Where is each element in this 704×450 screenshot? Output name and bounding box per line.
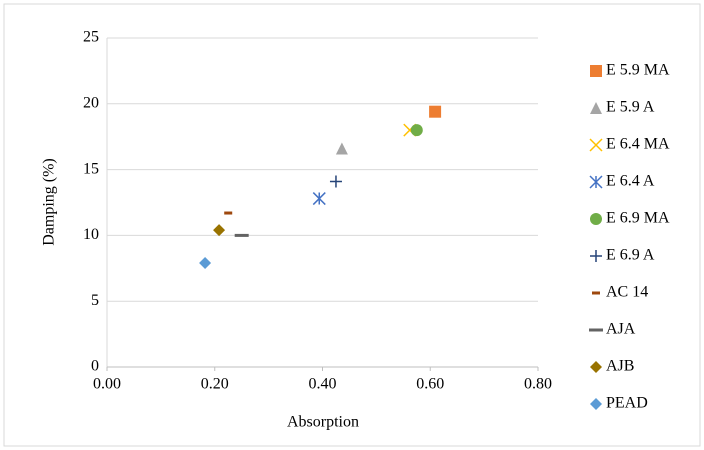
point xyxy=(429,105,442,118)
legend-marker xyxy=(590,65,602,77)
chart-border xyxy=(3,3,701,447)
legend-label: PEAD xyxy=(606,395,648,412)
y-tick-label: 25 xyxy=(83,29,99,46)
legend-marker xyxy=(590,102,602,114)
legend-label: E 6.4 A xyxy=(606,173,655,190)
point xyxy=(329,175,342,188)
legend-marker xyxy=(589,328,603,332)
legend-label: E 5.9 A xyxy=(606,99,655,116)
point xyxy=(234,233,249,237)
point xyxy=(312,192,326,206)
point xyxy=(224,211,233,215)
point xyxy=(199,257,212,270)
legend-label: AJB xyxy=(606,358,634,375)
y-tick-label: 20 xyxy=(83,94,99,111)
legend-marker xyxy=(590,213,602,225)
legend-marker xyxy=(590,250,602,262)
x-tick-label: 0.20 xyxy=(201,376,229,393)
legend-label: E 6.9 MA xyxy=(606,210,670,227)
y-tick-label: 15 xyxy=(83,160,99,177)
legend-marker xyxy=(589,138,603,152)
y-axis-title: Damping (%) xyxy=(41,158,58,246)
x-tick-label: 0.40 xyxy=(309,376,337,393)
point xyxy=(335,142,348,155)
x-tick-label: 0.80 xyxy=(524,376,552,393)
x-axis-title: Absorption xyxy=(287,414,359,431)
legend-marker xyxy=(590,361,602,373)
legend-marker xyxy=(590,398,602,410)
legend-label: AJA xyxy=(606,321,636,338)
legend-label: E 5.9 MA xyxy=(606,62,670,79)
legend-label: AC 14 xyxy=(606,284,648,301)
y-tick-label: 5 xyxy=(91,292,99,309)
point xyxy=(213,224,226,237)
legend-marker xyxy=(592,291,600,295)
x-tick-label: 0.60 xyxy=(416,376,444,393)
legend-label: E 6.4 MA xyxy=(606,136,670,153)
y-tick-label: 10 xyxy=(83,226,99,243)
x-tick-label: 0.00 xyxy=(93,376,121,393)
point xyxy=(410,124,423,137)
legend-label: E 6.9 A xyxy=(606,247,655,264)
y-tick-label: 0 xyxy=(91,358,99,375)
legend-marker xyxy=(589,175,603,189)
